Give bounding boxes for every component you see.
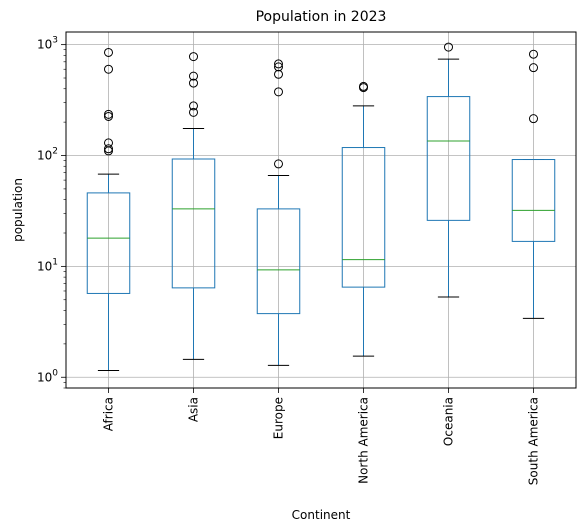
box-south-america — [511, 49, 556, 319]
axes-group: 100 101 102 103 Africa Asia Europe North Americ… — [37, 36, 541, 486]
box-asia — [171, 52, 216, 360]
outlier-point — [529, 49, 538, 59]
x-tick-label: North America — [357, 397, 371, 484]
outlier-point — [274, 69, 283, 79]
y-axis-title: population — [11, 178, 25, 242]
outlier-point — [104, 138, 113, 148]
iqr-box — [256, 208, 301, 315]
outlier-point — [189, 101, 198, 111]
outlier-point — [104, 109, 113, 119]
box-africa — [86, 47, 131, 372]
outlier-point — [189, 107, 198, 117]
outlier-point — [274, 59, 283, 69]
outlier-point — [529, 114, 538, 124]
box-europe — [256, 59, 301, 366]
x-tick-label: South America — [527, 397, 541, 485]
y-tick-label: 102 — [37, 147, 58, 163]
grid-lines — [66, 32, 576, 388]
box-oceania — [426, 42, 471, 298]
outlier-point — [529, 63, 538, 73]
outlier-point — [359, 81, 368, 91]
iqr-box — [171, 158, 216, 289]
outlier-point — [189, 52, 198, 62]
x-tick-label: Europe — [272, 397, 286, 439]
plot-area-frame — [65, 31, 577, 389]
box-north-america — [341, 81, 386, 357]
x-tick-label: Asia — [187, 397, 201, 422]
outlier-point — [274, 159, 283, 169]
outlier-point — [444, 42, 453, 52]
y-tick-label: 101 — [37, 257, 58, 273]
outlier-point — [274, 87, 283, 97]
y-tick-label: 103 — [37, 36, 58, 52]
outlier-point — [189, 78, 198, 88]
outlier-point — [104, 47, 113, 57]
x-tick-label: Africa — [102, 397, 116, 431]
outlier-point — [104, 111, 113, 121]
chart-title: Population in 2023 — [256, 9, 387, 25]
outlier-point — [274, 62, 283, 72]
iqr-box — [511, 159, 556, 242]
x-tick-label: Oceania — [442, 397, 456, 446]
outlier-point — [104, 144, 113, 154]
outlier-point — [189, 71, 198, 81]
x-axis-title: Continent — [292, 508, 351, 522]
boxes-group — [86, 42, 556, 372]
iqr-box — [86, 192, 131, 294]
y-tick-label: 100 — [37, 368, 58, 384]
iqr-box — [341, 147, 386, 288]
iqr-box — [426, 96, 471, 221]
outlier-point — [104, 64, 113, 74]
